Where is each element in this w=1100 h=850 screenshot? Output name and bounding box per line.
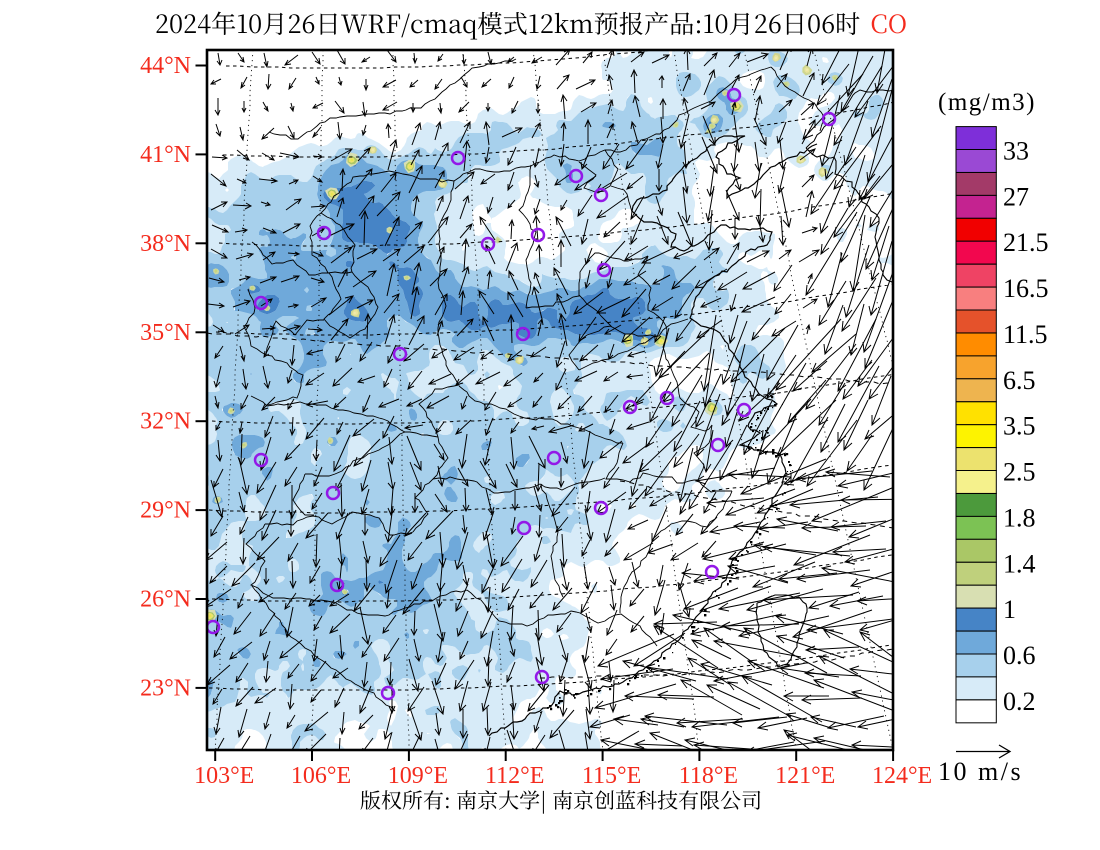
svg-text:6.5: 6.5: [1003, 366, 1036, 395]
svg-text:27: 27: [1003, 182, 1029, 211]
svg-text:106°E: 106°E: [291, 763, 351, 789]
svg-text:44°N: 44°N: [140, 53, 191, 79]
svg-text:112°E: 112°E: [485, 763, 544, 789]
svg-text:(mg/m3): (mg/m3): [938, 89, 1036, 116]
svg-text:41°N: 41°N: [140, 142, 191, 168]
svg-text:0.6: 0.6: [1003, 641, 1036, 670]
svg-text:1.8: 1.8: [1003, 503, 1036, 532]
svg-text:0.2: 0.2: [1003, 687, 1036, 716]
svg-text:10 m/s: 10 m/s: [938, 757, 1023, 786]
svg-text:16.5: 16.5: [1003, 274, 1049, 303]
svg-text:1.4: 1.4: [1003, 549, 1036, 578]
svg-text:23°N: 23°N: [140, 675, 191, 701]
svg-text:35°N: 35°N: [140, 320, 191, 346]
svg-text:26°N: 26°N: [140, 587, 191, 613]
svg-text:29°N: 29°N: [140, 498, 191, 524]
svg-text:32°N: 32°N: [140, 409, 191, 435]
svg-text:121°E: 121°E: [775, 763, 835, 789]
svg-text:21.5: 21.5: [1003, 228, 1049, 257]
svg-text:103°E: 103°E: [194, 763, 254, 789]
svg-text:2.5: 2.5: [1003, 458, 1036, 487]
svg-text:11.5: 11.5: [1003, 320, 1048, 349]
svg-text:109°E: 109°E: [388, 763, 448, 789]
svg-text:3.5: 3.5: [1003, 412, 1036, 441]
svg-text:118°E: 118°E: [679, 763, 738, 789]
svg-text:124°E: 124°E: [872, 763, 932, 789]
svg-text:1: 1: [1003, 595, 1016, 624]
svg-text:115°E: 115°E: [582, 763, 641, 789]
svg-text:33: 33: [1003, 137, 1029, 166]
svg-text:38°N: 38°N: [140, 231, 191, 257]
